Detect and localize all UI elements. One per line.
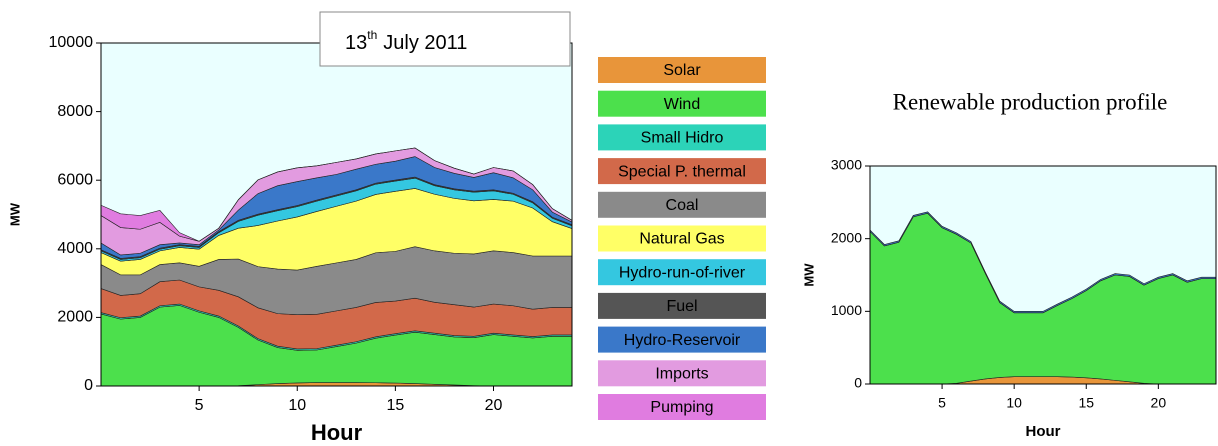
legend-label: Hydro-Reservoir bbox=[624, 332, 741, 349]
legend-swatch bbox=[598, 259, 766, 286]
y-tick-label: 4000 bbox=[57, 240, 93, 257]
legend-swatch bbox=[598, 225, 766, 252]
y-tick-label: 1000 bbox=[831, 302, 862, 318]
legend-label: Coal bbox=[666, 197, 699, 214]
y-axis-label: MW bbox=[7, 202, 22, 226]
legend-label: Solar bbox=[663, 62, 701, 79]
legend-swatch bbox=[598, 191, 766, 218]
y-tick-label: 8000 bbox=[57, 103, 93, 120]
legend-swatch bbox=[598, 326, 766, 353]
plot-frame bbox=[869, 165, 1217, 385]
chart-title: 13th July 2011 bbox=[345, 28, 467, 54]
area bbox=[100, 147, 573, 242]
legend-swatch bbox=[598, 57, 766, 83]
legend-label: Pumping bbox=[650, 399, 713, 416]
y-tick-label: 0 bbox=[854, 375, 862, 391]
y-axis-label: MW bbox=[801, 263, 816, 287]
chart-title: Renewable production profile bbox=[893, 89, 1168, 114]
x-tick-label: 15 bbox=[1078, 395, 1094, 411]
y-tick-label: 6000 bbox=[57, 171, 93, 188]
y-tick-label: 2000 bbox=[831, 229, 862, 245]
legend-label: Fuel bbox=[666, 298, 697, 315]
legend-swatch bbox=[598, 90, 766, 117]
x-tick-label: 10 bbox=[288, 397, 306, 414]
title-text: July 2011 bbox=[383, 32, 467, 54]
legend-swatch bbox=[598, 360, 766, 387]
legend-label: Imports bbox=[655, 366, 708, 383]
y-tick-label: 10000 bbox=[49, 34, 94, 51]
title-box bbox=[319, 11, 571, 67]
title-ordinal: th bbox=[367, 28, 377, 42]
x-axis-label: Hour bbox=[311, 420, 363, 445]
y-tick-label: 2000 bbox=[57, 309, 93, 326]
legend-swatch bbox=[598, 394, 766, 420]
legend-label: Special P. thermal bbox=[618, 163, 746, 180]
legend-swatch bbox=[598, 124, 766, 151]
x-tick-label: 5 bbox=[195, 397, 204, 414]
y-tick-label: 0 bbox=[84, 377, 93, 394]
x-tick-label: 20 bbox=[1151, 395, 1167, 411]
title-number: 13 bbox=[345, 32, 367, 54]
legend-label: Hydro-run-of-river bbox=[619, 264, 746, 281]
x-tick-label: 10 bbox=[1006, 395, 1022, 411]
x-axis-label: Hour bbox=[1026, 423, 1061, 440]
y-tick-label: 3000 bbox=[831, 157, 862, 173]
x-tick-label: 15 bbox=[386, 397, 404, 414]
x-tick-label: 5 bbox=[938, 395, 946, 411]
legend-label: Small Hidro bbox=[641, 130, 724, 147]
x-tick-label: 20 bbox=[485, 397, 503, 414]
legend-swatch bbox=[598, 158, 766, 185]
legend-label: Wind bbox=[664, 96, 700, 113]
legend-swatch bbox=[598, 292, 766, 319]
legend-label: Natural Gas bbox=[639, 231, 724, 248]
